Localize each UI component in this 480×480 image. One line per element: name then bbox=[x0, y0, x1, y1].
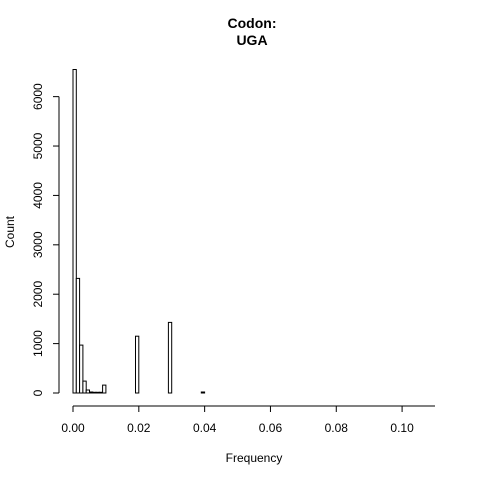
histogram-bar bbox=[135, 335, 140, 394]
x-tick-label: 0.00 bbox=[61, 421, 85, 435]
histogram-bar bbox=[82, 380, 87, 394]
y-tick-label: 2000 bbox=[31, 281, 45, 308]
x-tick-label: 0.02 bbox=[127, 421, 151, 435]
y-axis-ticks: 0 1000 2000 3000 4000 5000 6000 bbox=[31, 83, 59, 396]
x-tick-label: 0.08 bbox=[325, 421, 349, 435]
chart-title-line-1: Codon: bbox=[228, 15, 277, 31]
histogram-bar bbox=[167, 321, 173, 394]
x-axis-label: Frequency bbox=[226, 451, 283, 465]
y-axis-label: Count bbox=[3, 215, 17, 248]
histogram-bar bbox=[102, 384, 107, 394]
histogram-bar bbox=[79, 344, 84, 394]
histogram-bar bbox=[72, 69, 77, 394]
histogram-bar bbox=[75, 277, 81, 394]
x-axis-ticks: 0.00 0.02 0.04 0.06 0.08 0.10 bbox=[61, 406, 414, 435]
histogram-bar bbox=[200, 391, 206, 394]
y-tick-label: 6000 bbox=[31, 83, 45, 110]
x-tick-label: 0.10 bbox=[390, 421, 414, 435]
y-tick-label: 0 bbox=[31, 389, 45, 396]
y-tick-label: 1000 bbox=[31, 330, 45, 357]
y-tick-label: 3000 bbox=[31, 231, 45, 258]
y-tick-label: 5000 bbox=[31, 132, 45, 159]
y-tick-label: 4000 bbox=[31, 182, 45, 209]
histogram-bars bbox=[72, 69, 206, 394]
x-tick-label: 0.04 bbox=[193, 421, 217, 435]
x-tick-label: 0.06 bbox=[259, 421, 283, 435]
chart-title-line-2: UGA bbox=[236, 32, 267, 48]
